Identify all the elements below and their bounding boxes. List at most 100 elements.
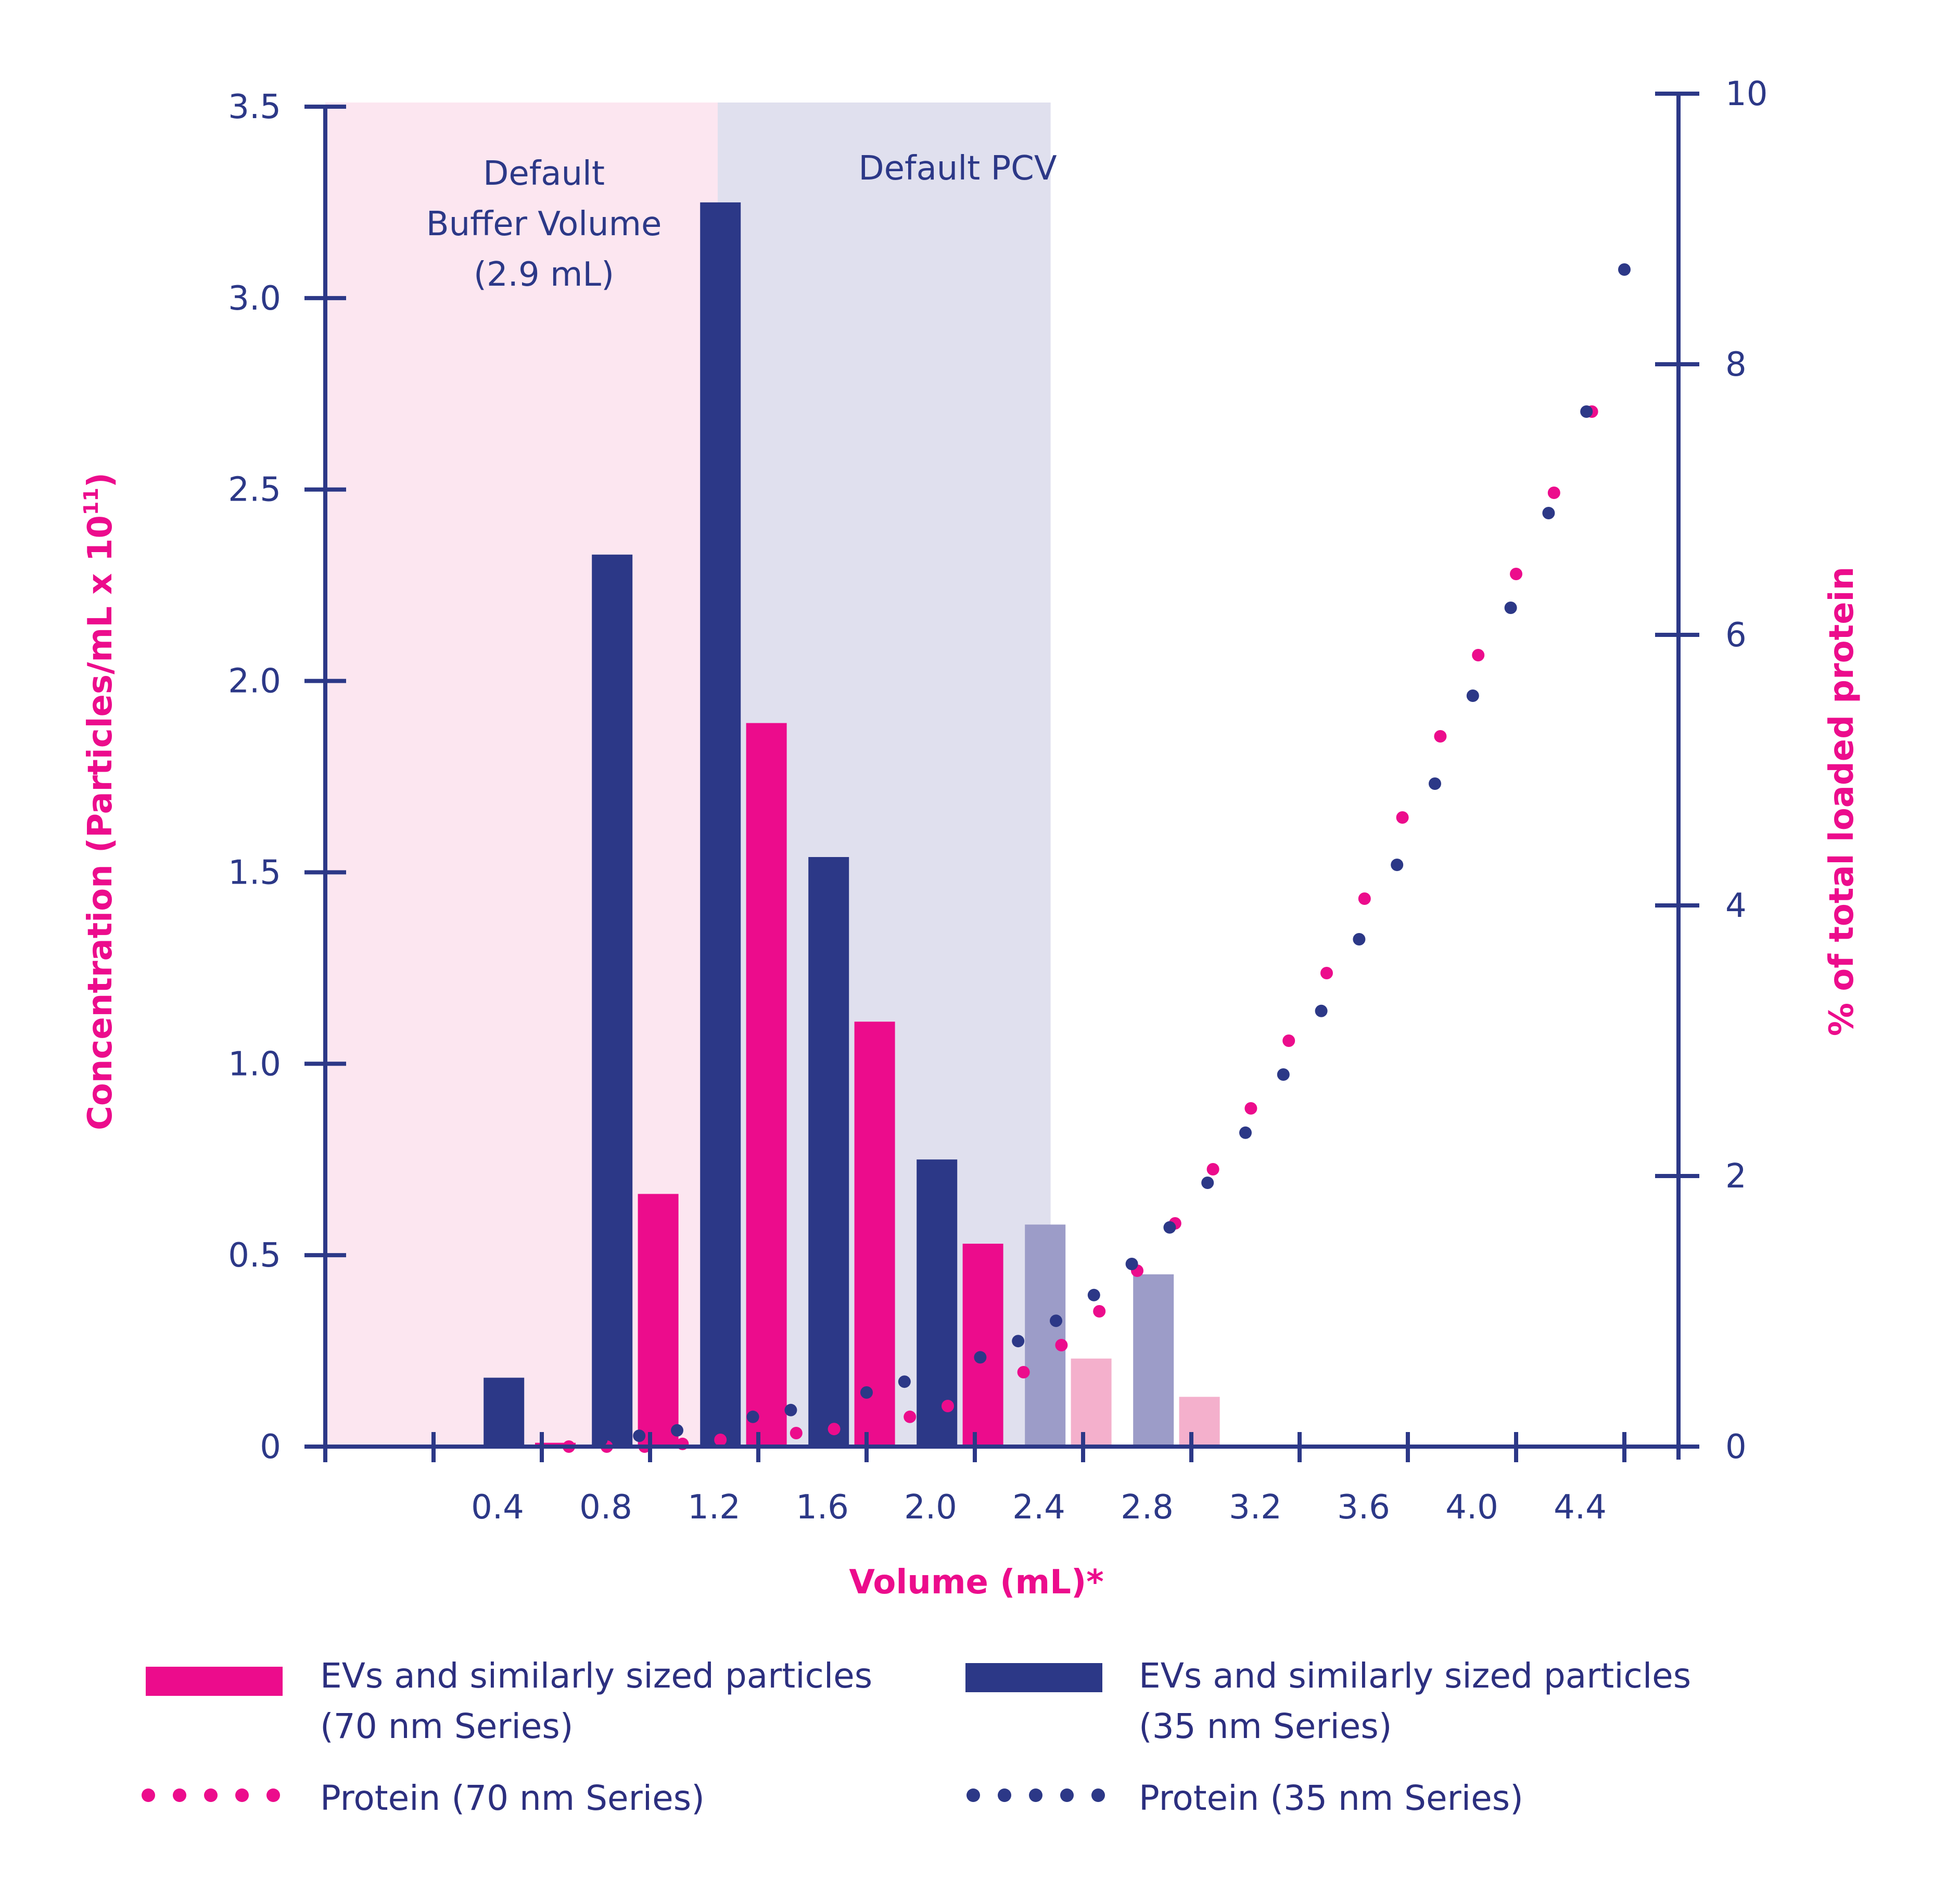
x-tick-label-2: 0.8 <box>579 1488 632 1527</box>
protein-dot-35nm-11 <box>974 1351 987 1364</box>
y-left-axis-title-superscript: 11 <box>80 488 103 515</box>
protein-dot-35nm-20 <box>1315 1004 1328 1017</box>
protein-dot-70nm-9 <box>866 1417 879 1430</box>
legend-dot-3-5 <box>1091 1788 1105 1802</box>
legend-swatch-35nm-bar <box>965 1663 1102 1692</box>
x-tick-label-4: 1.6 <box>796 1488 849 1527</box>
protein-dot-35nm-21 <box>1353 933 1366 945</box>
protein-dot-70nm-22 <box>1358 892 1371 905</box>
dot-layer <box>563 263 1631 1453</box>
protein-dot-70nm-10 <box>904 1410 917 1423</box>
legend-label-70nm-bar-line2: (70 nm Series) <box>320 1706 574 1746</box>
legend-swatch-70nm-bar <box>146 1667 283 1696</box>
x-tick-label-8: 3.2 <box>1229 1488 1282 1527</box>
protein-dot-35nm-18 <box>1239 1126 1252 1139</box>
protein-dot-35nm-13 <box>1050 1314 1062 1327</box>
protein-dot-35nm-5 <box>746 1410 759 1423</box>
x-axis-title: Volume (mL)* <box>849 1563 1103 1602</box>
bar-70nm-4 <box>854 1021 895 1447</box>
x-tick-label-9: 3.6 <box>1337 1488 1390 1527</box>
bar-70nm-3 <box>746 723 787 1447</box>
y-right-tick-label-6: 10 <box>1725 75 1767 113</box>
y-right-tick-label-4: 6 <box>1725 616 1747 655</box>
label-layer: Default Buffer Volume (2.9 mL) Default PCV <box>426 149 1057 294</box>
bar-70nm-2 <box>638 1194 679 1447</box>
legend-label-35nm-protein: Protein (35 nm Series) <box>1139 1778 1523 1818</box>
protein-dot-70nm-13 <box>1017 1366 1030 1378</box>
region-label-pcv-line-1: Default PCV <box>858 149 1057 188</box>
y-right-tick-label-1: 0 <box>1725 1428 1747 1466</box>
legend-swatch-70nm-protein <box>142 1788 280 1802</box>
protein-dot-70nm-15 <box>1093 1305 1106 1318</box>
protein-dot-70nm-27 <box>1547 487 1560 499</box>
protein-dot-70nm-26 <box>1510 568 1522 580</box>
legend-label-70nm-protein: Protein (70 nm Series) <box>320 1778 705 1818</box>
protein-dot-35nm-19 <box>1277 1068 1290 1081</box>
protein-dot-35nm-3 <box>671 1424 683 1437</box>
region-layer <box>325 103 1051 1447</box>
protein-dot-35nm-10 <box>936 1364 949 1377</box>
y-left-tick-label-3: 1.0 <box>228 1045 281 1083</box>
protein-dot-35nm-1 <box>595 1434 608 1446</box>
y-left-tick-label-5: 2.0 <box>228 662 281 701</box>
y-left-tick-label-4: 1.5 <box>228 853 281 892</box>
x-tick-label-6: 2.4 <box>1012 1488 1065 1527</box>
bar-70nm-7 <box>1179 1397 1220 1447</box>
protein-dot-35nm-27 <box>1580 405 1593 418</box>
protein-dot-35nm-14 <box>1087 1288 1100 1301</box>
protein-dot-35nm-28 <box>1618 263 1631 276</box>
x-tick-label-7: 2.8 <box>1121 1488 1174 1527</box>
protein-dot-35nm-12 <box>1012 1335 1025 1348</box>
protein-dot-35nm-16 <box>1163 1221 1176 1234</box>
bar-70nm-6 <box>1071 1358 1112 1447</box>
y-left-tick-label-7: 3.0 <box>228 279 281 318</box>
protein-dot-70nm-5 <box>714 1434 727 1446</box>
x-tick-label-11: 4.4 <box>1554 1488 1607 1527</box>
region-label-buffer-line-3: (2.9 mL) <box>474 255 614 294</box>
protein-dot-70nm-8 <box>828 1423 841 1436</box>
bar-35nm-6 <box>1025 1224 1066 1447</box>
protein-dot-35nm-23 <box>1429 777 1441 790</box>
protein-dot-70nm-14 <box>1055 1339 1068 1351</box>
protein-dot-35nm-7 <box>822 1396 835 1409</box>
legend-label-70nm-bar-line1: EVs and similarly sized particles <box>320 1656 872 1696</box>
region-label-buffer-line-2: Buffer Volume <box>426 205 662 244</box>
legend-dot-3-1 <box>966 1788 980 1802</box>
bar-35nm-1 <box>484 1377 525 1447</box>
legend-dot-3-2 <box>998 1788 1011 1802</box>
protein-dot-70nm-7 <box>790 1427 803 1439</box>
y-left-axis-title-main: Concentration (Particles/mL x 10 <box>81 515 120 1130</box>
legend: EVs and similarly sized particles (70 nm… <box>142 1656 1691 1818</box>
y-left-tick-label-2: 0.5 <box>228 1236 281 1275</box>
protein-dot-35nm-15 <box>1125 1258 1138 1270</box>
protein-dot-70nm-12 <box>979 1386 992 1399</box>
region-label-buffer-line-1: Default <box>483 155 605 193</box>
protein-dot-70nm-23 <box>1396 811 1409 824</box>
bar-layer <box>484 202 1220 1447</box>
protein-dot-35nm-6 <box>784 1403 797 1416</box>
legend-dot-2-1 <box>142 1788 155 1802</box>
bar-35nm-5 <box>917 1159 958 1447</box>
legend-dot-2-4 <box>235 1788 249 1802</box>
protein-dot-70nm-18 <box>1206 1163 1219 1175</box>
bar-35nm-7 <box>1133 1274 1174 1447</box>
protein-dot-35nm-24 <box>1466 689 1479 702</box>
x-tick-label-5: 2.0 <box>904 1488 957 1527</box>
x-tick-label-1: 0.4 <box>471 1488 524 1527</box>
protein-dot-35nm-25 <box>1504 602 1517 614</box>
y-left-axis-title: Concentration (Particles/mL x 1011) <box>80 472 120 1130</box>
legend-dot-2-5 <box>266 1788 280 1802</box>
x-tick-label-10: 4.0 <box>1445 1488 1498 1527</box>
protein-dot-35nm-8 <box>860 1386 873 1399</box>
legend-dot-2-3 <box>204 1788 218 1802</box>
protein-dot-35nm-2 <box>633 1429 646 1442</box>
y-left-tick-label-6: 2.5 <box>228 471 281 509</box>
bar-70nm-5 <box>962 1244 1003 1447</box>
protein-dot-70nm-24 <box>1434 730 1447 743</box>
bar-35nm-4 <box>808 857 849 1447</box>
bar-35nm-3 <box>700 202 741 1447</box>
y-left-tick-label-1: 0 <box>260 1428 281 1466</box>
protein-dot-70nm-19 <box>1244 1102 1257 1115</box>
